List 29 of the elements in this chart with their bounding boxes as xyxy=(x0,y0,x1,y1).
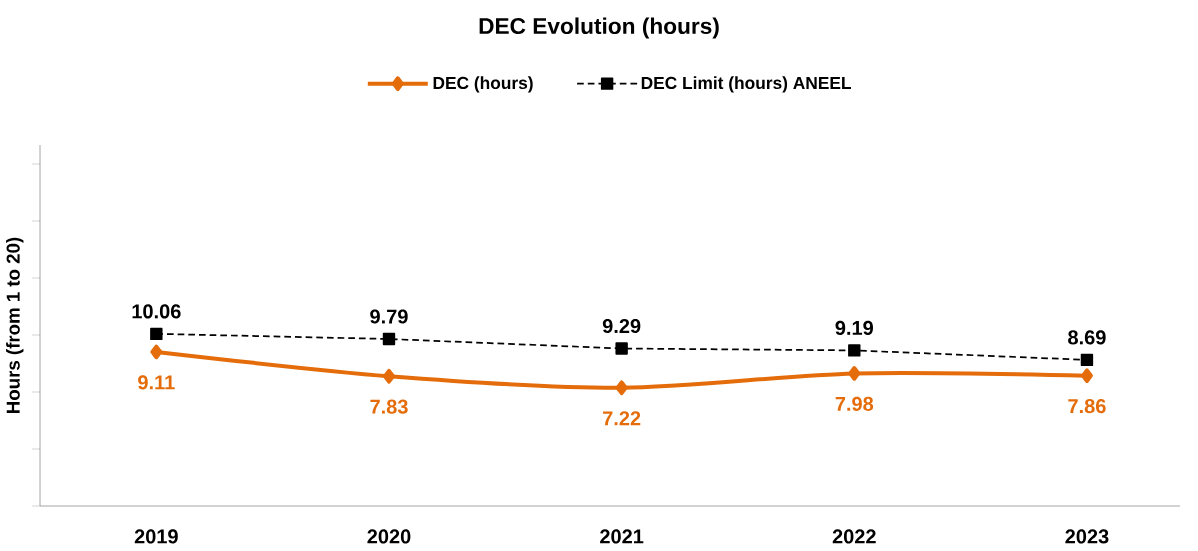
data-label: 7.86 xyxy=(1068,399,1106,414)
x-tick-label: 2019 xyxy=(134,529,178,544)
x-tick-label: 2021 xyxy=(600,529,644,544)
legend-label: DEC (hours) xyxy=(433,76,533,93)
data-label: 10.06 xyxy=(132,304,181,319)
point xyxy=(848,344,861,357)
x-tick-label: 2020 xyxy=(367,529,411,544)
point xyxy=(150,344,163,360)
point xyxy=(1080,368,1093,383)
point xyxy=(382,368,395,384)
data-label: 7.98 xyxy=(835,396,874,411)
point xyxy=(615,342,628,355)
point xyxy=(382,332,396,346)
data-label: 9.79 xyxy=(370,309,408,324)
x-tick-label: 2022 xyxy=(832,529,876,544)
y-axis-title: Hours (from 1 to 20) xyxy=(6,237,24,413)
data-label: 9.29 xyxy=(602,318,641,334)
x-tick-label: 2023 xyxy=(1065,529,1109,544)
legend-label: DEC Limit (hours) ANEEL xyxy=(641,76,851,93)
data-label: 7.22 xyxy=(603,411,641,426)
point xyxy=(150,327,163,341)
point xyxy=(848,366,861,381)
data-label: 9.19 xyxy=(835,320,873,336)
data-label: 8.69 xyxy=(1068,330,1106,345)
data-label: 7.83 xyxy=(370,399,408,414)
point xyxy=(615,380,628,396)
point xyxy=(1080,353,1094,367)
chart-title: DEC Evolution (hours) xyxy=(479,17,719,39)
data-label: 9.11 xyxy=(138,375,175,390)
